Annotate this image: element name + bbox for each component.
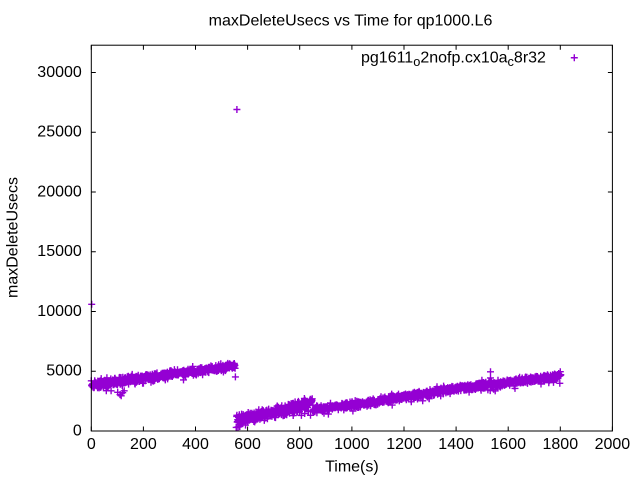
svg-text:1600: 1600 — [490, 436, 526, 453]
svg-text:0: 0 — [73, 422, 82, 439]
svg-text:10000: 10000 — [37, 303, 82, 320]
svg-text:15000: 15000 — [37, 243, 82, 260]
svg-text:800: 800 — [286, 436, 313, 453]
svg-text:maxDeleteUsecs: maxDeleteUsecs — [5, 177, 22, 298]
svg-text:maxDeleteUsecs vs Time for qp1: maxDeleteUsecs vs Time for qp1000.L6 — [209, 13, 493, 30]
svg-text:25000: 25000 — [37, 124, 82, 141]
svg-text:1400: 1400 — [438, 436, 474, 453]
svg-text:0: 0 — [87, 436, 96, 453]
svg-text:400: 400 — [182, 436, 209, 453]
svg-text:2000: 2000 — [595, 436, 631, 453]
svg-text:200: 200 — [130, 436, 157, 453]
svg-text:30000: 30000 — [37, 64, 82, 81]
svg-text:1200: 1200 — [386, 436, 422, 453]
svg-text:600: 600 — [234, 436, 261, 453]
svg-text:pg1611o2nofp.cx10ac8r32: pg1611o2nofp.cx10ac8r32 — [361, 50, 546, 69]
svg-text:5000: 5000 — [46, 363, 82, 380]
svg-text:1800: 1800 — [543, 436, 579, 453]
svg-text:1000: 1000 — [334, 436, 370, 453]
svg-text:Time(s): Time(s) — [325, 458, 379, 475]
svg-text:20000: 20000 — [37, 183, 82, 200]
